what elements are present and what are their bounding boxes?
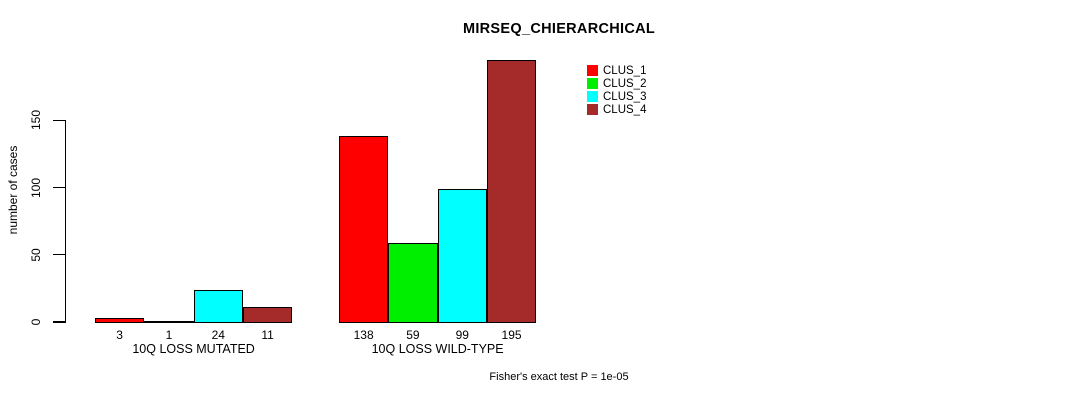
legend-label-clus-4: CLUS_4 <box>603 103 647 116</box>
x-category-label: 10Q LOSS WILD-TYPE <box>371 342 504 356</box>
bar-value-label: 11 <box>261 328 274 342</box>
y-axis-line <box>65 120 67 323</box>
bar-value-label: 138 <box>353 328 374 342</box>
legend: CLUS_1 CLUS_2 CLUS_3 CLUS_4 <box>587 64 646 116</box>
bar-clus-3-group-2 <box>437 188 487 323</box>
y-axis-tick <box>53 119 66 121</box>
legend-swatch-clus-2 <box>587 78 598 89</box>
chart-title: MIRSEQ_CHIERARCHICAL <box>462 21 656 37</box>
legend-item-clus-1: CLUS_1 <box>587 64 646 77</box>
bar-value-label: 99 <box>455 328 469 342</box>
legend-label-clus-3: CLUS_3 <box>603 90 647 103</box>
legend-swatch-clus-1 <box>587 65 598 76</box>
bar-value-label: 195 <box>501 328 522 342</box>
legend-swatch-clus-4 <box>587 104 598 115</box>
x-category-label: 10Q LOSS MUTATED <box>132 342 255 356</box>
bar-clus-4-group-1 <box>242 307 293 323</box>
bar-value-label: 24 <box>211 328 225 342</box>
y-axis-tick <box>53 321 66 323</box>
legend-item-clus-2: CLUS_2 <box>587 77 646 90</box>
bar-clus-3-group-1 <box>193 289 243 323</box>
legend-swatch-clus-3 <box>587 91 598 102</box>
fisher-test-annotation: Fisher's exact test P = 1e-05 <box>489 371 629 383</box>
bar-clus-1-group-1 <box>95 317 145 323</box>
y-axis-tick <box>53 254 66 256</box>
bar-clus-1-group-2 <box>339 136 389 323</box>
y-axis-tick <box>53 186 66 189</box>
bar-clus-2-group-1 <box>144 320 194 323</box>
bar-clus-4-group-2 <box>486 59 537 323</box>
bar-value-label: 3 <box>116 328 123 342</box>
bar-value-label: 1 <box>165 328 173 342</box>
legend-item-clus-3: CLUS_3 <box>587 90 646 103</box>
bar-clus-2-group-2 <box>388 242 438 323</box>
bar-value-label: 59 <box>406 328 420 342</box>
legend-label-clus-2: CLUS_2 <box>603 77 647 90</box>
legend-label-clus-1: CLUS_1 <box>603 64 647 77</box>
legend-item-clus-4: CLUS_4 <box>587 103 646 116</box>
